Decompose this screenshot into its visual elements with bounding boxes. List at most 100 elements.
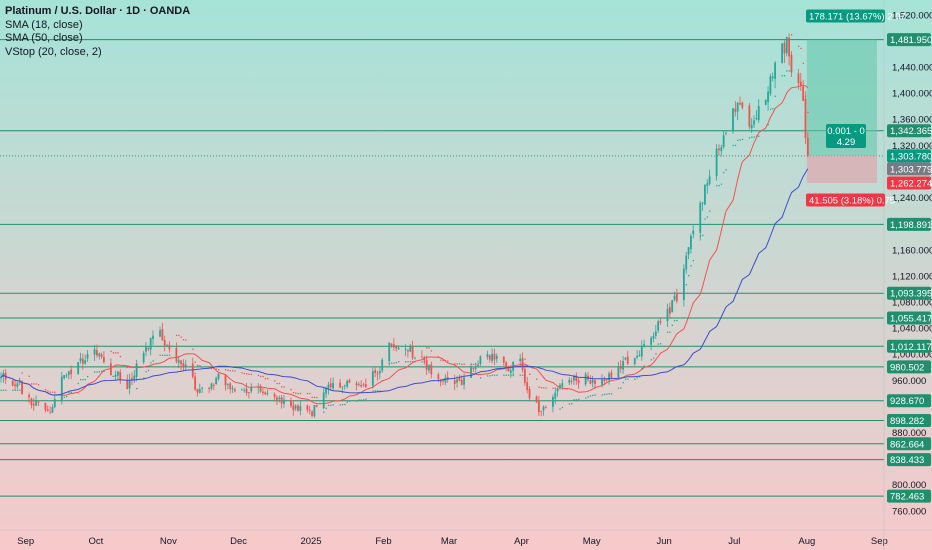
vstop-dot: [554, 387, 557, 389]
vstop-dot: [522, 374, 524, 376]
vstop-dot: [559, 408, 561, 410]
candle-body: [378, 371, 381, 374]
vstop-dot: [164, 354, 166, 356]
indicator-sma50[interactable]: SMA (50, close): [5, 32, 83, 44]
chart-legend: Platinum / U.S. Dollar · 1D · OANDA SMA …: [5, 5, 190, 59]
vstop-dot: [575, 399, 578, 401]
vstop-dot: [393, 362, 395, 364]
candle-body: [528, 388, 531, 399]
candle-body: [673, 295, 676, 300]
vstop-dot: [493, 374, 496, 376]
vstop-dot: [0, 389, 2, 391]
candle-body: [755, 117, 758, 120]
vstop-dot: [358, 399, 360, 401]
candle-body: [568, 380, 571, 383]
vstop-dot: [131, 366, 133, 369]
vstop-dot: [753, 136, 755, 138]
candle-body: [421, 356, 423, 358]
candle-body: [640, 346, 643, 357]
vstop-dot: [405, 361, 407, 363]
y-tick-label: 1,040.000: [892, 324, 932, 335]
vstop-dot: [772, 108, 774, 110]
candle-body: [633, 358, 636, 365]
candle-body: [458, 378, 461, 381]
candle-body: [577, 380, 580, 384]
price-axis[interactable]: 1,520.000 1,440.000 1,400.000 1,360.000 1,32…: [892, 10, 932, 517]
indicator-vstop[interactable]: VStop (20, close, 2): [5, 45, 102, 58]
candle-body: [11, 380, 14, 386]
candle-body: [149, 337, 152, 350]
vstop-dot: [669, 331, 671, 333]
candle-body: [262, 391, 264, 393]
candle-body: [32, 403, 35, 406]
candle-body: [453, 380, 456, 385]
candle-body: [666, 308, 669, 322]
vstop-dot: [246, 373, 248, 375]
indicator-sma18[interactable]: SMA (18, close): [5, 18, 83, 31]
candle-body: [79, 358, 82, 362]
level-tag-9-bg: [887, 437, 931, 451]
candle-body: [37, 401, 40, 403]
vstop-dot: [751, 136, 753, 138]
candle-body: [556, 388, 559, 392]
vstop-dot: [709, 210, 711, 212]
candle-body: [362, 384, 365, 386]
vstop-dot: [505, 374, 507, 376]
candle-body: [554, 392, 557, 399]
candle-body: [430, 364, 433, 375]
candle-body: [297, 405, 299, 411]
candle-body: [133, 375, 136, 381]
candle-body: [725, 132, 727, 134]
candle-body: [493, 353, 496, 360]
vstop-dot: [442, 359, 444, 362]
ratio-line2: 4.29: [837, 137, 856, 148]
vstop-dot: [295, 392, 297, 394]
vstop-dot: [250, 373, 253, 376]
vstop-dot: [557, 387, 559, 389]
vstop-dot: [748, 137, 751, 139]
vstop-dot: [608, 393, 610, 395]
candle-body: [769, 76, 772, 94]
candle-body: [49, 411, 52, 413]
candle-body: [110, 363, 112, 376]
vstop-dot: [720, 183, 723, 185]
vstop-dot: [264, 377, 267, 380]
candle-body: [708, 176, 711, 185]
vstop-dot: [49, 391, 51, 393]
candle-body: [722, 135, 725, 147]
candle-body: [502, 356, 505, 363]
vstop-dot: [112, 352, 115, 354]
candle-body: [659, 320, 662, 323]
candle-body: [259, 385, 262, 392]
level-tag-7: 928.670: [890, 396, 924, 407]
vstop-dot: [229, 370, 231, 372]
vstop-dot: [94, 371, 96, 373]
price-tag-1: 1,303.779: [890, 164, 932, 175]
candle-body: [233, 389, 236, 392]
candle-body: [325, 388, 327, 394]
vstop-dot: [281, 386, 283, 388]
candle-body: [428, 365, 430, 371]
candle-body: [21, 381, 23, 395]
candle-body: [537, 401, 540, 413]
vstop-dot: [65, 396, 68, 398]
candle-body: [67, 371, 70, 375]
candle-body: [668, 307, 671, 314]
y-tick-label: 1,120.000: [892, 271, 932, 282]
candle-body: [98, 353, 101, 357]
vstop-dot: [316, 396, 318, 399]
vstop-dot: [110, 350, 112, 353]
vstop-dot: [185, 339, 187, 341]
candle-body: [306, 405, 309, 410]
vstop-dot: [30, 383, 33, 385]
candle-body: [638, 355, 641, 357]
candle-body: [404, 348, 407, 350]
candle-body: [407, 350, 409, 352]
candle-body: [657, 321, 660, 331]
vstop-dot: [262, 375, 264, 378]
vstop-dot: [755, 135, 758, 137]
level-tag-10-bg: [887, 453, 931, 467]
vstop-dot: [723, 171, 725, 174]
